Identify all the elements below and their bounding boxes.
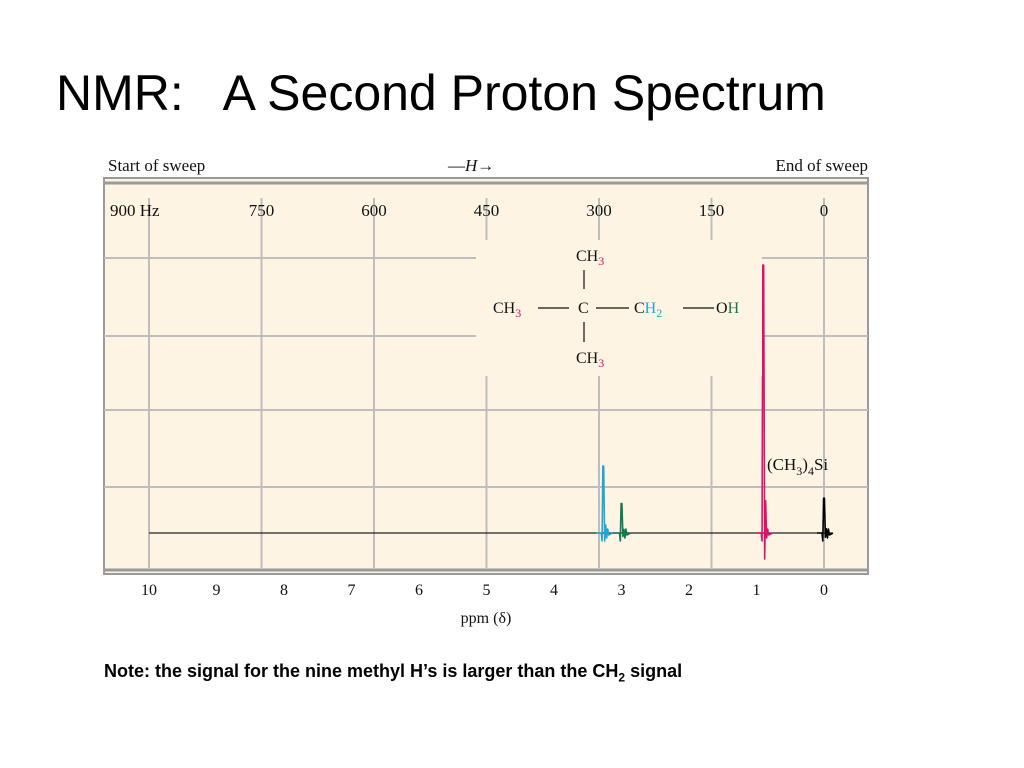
structure-top-h3: 3 bbox=[598, 254, 604, 268]
sweep-arrow: → bbox=[477, 156, 494, 175]
footnote-end: signal bbox=[625, 661, 683, 681]
hz-tick-label: 150 bbox=[699, 201, 725, 220]
tms-label-si: Si bbox=[814, 455, 828, 474]
structure-left-h3: 3 bbox=[515, 306, 521, 320]
ppm-tick-label: 7 bbox=[348, 582, 356, 599]
ppm-tick-label: 2 bbox=[685, 582, 693, 599]
nmr-spectrum-chart: Start of sweep —H→ End of sweep 900 Hz 75… bbox=[103, 156, 869, 627]
ppm-tick-label: 4 bbox=[550, 582, 558, 599]
hz-tick-label: 300 bbox=[586, 201, 612, 220]
slide-title: NMR: A Second Proton Spectrum bbox=[56, 65, 826, 121]
ppm-tick-label: 9 bbox=[213, 582, 221, 599]
sweep-direction-label: —H→ bbox=[447, 156, 494, 175]
molecule-structure: CH3 CH3 C CH2 OH CH3 bbox=[476, 240, 762, 376]
structure-left-ch3: CH3 bbox=[493, 300, 521, 320]
footnote: Note: the signal for the nine methyl H’s… bbox=[104, 661, 682, 685]
hz-tick-label: 450 bbox=[474, 201, 500, 220]
start-of-sweep-label: Start of sweep bbox=[108, 156, 205, 175]
structure-bottom-c: CH bbox=[576, 350, 599, 367]
end-of-sweep-label: End of sweep bbox=[775, 156, 868, 175]
structure-oh-o: O bbox=[716, 300, 728, 317]
ppm-tick-label: 10 bbox=[141, 582, 157, 599]
footnote-text: Note: the signal for the nine methyl H’s… bbox=[104, 661, 619, 681]
ppm-tick-label: 6 bbox=[415, 582, 423, 599]
structure-top-ch3: CH3 bbox=[576, 248, 604, 268]
structure-ch2: CH2 bbox=[634, 300, 662, 320]
hz-tick-label: 900 Hz bbox=[110, 201, 160, 220]
ppm-tick-label: 5 bbox=[483, 582, 491, 599]
ppm-tick-label: 0 bbox=[820, 582, 828, 599]
spectrum-peak bbox=[614, 502, 631, 542]
spectrum-peak bbox=[756, 264, 773, 560]
structure-top-c: CH bbox=[576, 248, 599, 265]
sweep-dash: — bbox=[447, 156, 466, 175]
ppm-tick-label: 1 bbox=[753, 582, 761, 599]
x-axis-label: ppm (δ) bbox=[461, 610, 512, 627]
structure-bottom-h3: 3 bbox=[598, 356, 604, 370]
spectrum-peak bbox=[596, 465, 613, 542]
structure-oh-h: H bbox=[728, 300, 740, 317]
footnote-subscript: 2 bbox=[618, 670, 626, 685]
ppm-tick-label: 3 bbox=[618, 582, 626, 599]
structure-ch2-sub: 2 bbox=[656, 306, 662, 320]
spectrum-peak bbox=[817, 497, 834, 542]
tms-label-sub4: 4 bbox=[808, 464, 814, 478]
structure-bottom-ch3: CH3 bbox=[576, 350, 604, 370]
ppm-tick-label: 8 bbox=[280, 582, 288, 599]
hz-tick-label: 0 bbox=[820, 201, 829, 220]
ppm-tick-labels: 10 9 8 7 6 5 4 3 2 1 0 bbox=[141, 582, 828, 599]
structure-left-c: CH bbox=[493, 300, 516, 317]
sweep-h: H bbox=[464, 156, 479, 175]
hz-tick-labels: 900 Hz 750 600 450 300 150 0 bbox=[110, 201, 828, 220]
tms-label-sub3: 3 bbox=[796, 464, 802, 478]
structure-oh: OH bbox=[716, 300, 740, 317]
structure-ch2-c: C bbox=[634, 300, 645, 317]
tms-label: (CH3)4Si bbox=[767, 455, 828, 478]
structure-center-c: C bbox=[578, 300, 589, 317]
tms-label-close: ) bbox=[802, 455, 808, 474]
tms-label-open: (CH bbox=[767, 455, 796, 474]
hz-tick-label: 750 bbox=[249, 201, 275, 220]
spectrum-peaks bbox=[596, 264, 834, 560]
structure-ch2-h: H bbox=[645, 300, 657, 317]
hz-tick-label: 600 bbox=[361, 201, 387, 220]
